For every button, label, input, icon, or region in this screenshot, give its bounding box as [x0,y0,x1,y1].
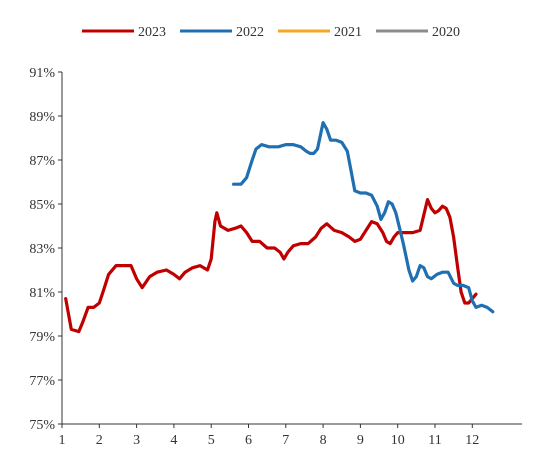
x-tick-label: 11 [428,433,441,448]
y-tick-label: 81% [29,286,55,301]
y-tick-label: 77% [29,374,55,389]
y-tick-label: 75% [29,418,55,433]
series-line-2023 [64,198,478,334]
x-tick-label: 10 [391,433,405,448]
x-axis-ticks: 1 2 3 4 5 6 7 8 9 10 11 12 [59,424,479,448]
y-tick-label: 83% [29,242,55,257]
legend: 2023 2022 2021 2020 [82,25,460,40]
y-tick-label: 87% [29,154,55,169]
series-layer [64,121,495,334]
x-tick-label: 6 [245,433,252,448]
y-axis-ticks: 75% 77% 79% 81% 83% 85% 87% 89% 91% [29,66,62,433]
x-tick-label: 2 [96,433,103,448]
x-tick-label: 8 [320,433,327,448]
x-tick-label: 9 [357,433,364,448]
y-tick-label: 91% [29,66,55,81]
x-tick-label: 7 [282,433,289,448]
y-tick-label: 79% [29,330,55,345]
legend-label-2023: 2023 [138,25,166,40]
legend-label-2020: 2020 [432,25,460,40]
x-tick-label: 3 [133,433,140,448]
x-tick-label: 1 [59,433,66,448]
y-tick-label: 85% [29,198,55,213]
x-tick-label: 4 [170,433,177,448]
legend-label-2021: 2021 [334,25,362,40]
series-line-2022 [232,121,495,314]
legend-label-2022: 2022 [236,25,264,40]
x-tick-label: 5 [208,433,215,448]
x-tick-label: 12 [465,433,479,448]
y-tick-label: 89% [29,110,55,125]
